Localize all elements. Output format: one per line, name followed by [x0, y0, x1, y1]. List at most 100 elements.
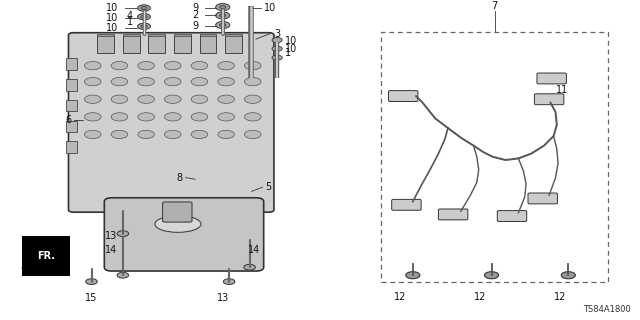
FancyBboxPatch shape: [497, 211, 527, 221]
Circle shape: [138, 5, 150, 11]
Circle shape: [220, 23, 226, 27]
FancyBboxPatch shape: [392, 199, 421, 210]
Bar: [148, 34, 165, 36]
Bar: [123, 34, 140, 36]
Text: 9: 9: [192, 21, 198, 31]
Text: FR.: FR.: [37, 251, 55, 261]
Circle shape: [561, 272, 575, 279]
Text: 10: 10: [106, 23, 118, 33]
Ellipse shape: [155, 216, 201, 232]
Circle shape: [218, 130, 234, 139]
Circle shape: [86, 279, 97, 284]
Bar: [381, 32, 608, 282]
Text: 12: 12: [554, 292, 566, 302]
Text: 11: 11: [556, 85, 568, 95]
Circle shape: [191, 61, 208, 70]
Text: 10: 10: [106, 3, 118, 13]
Text: 1: 1: [127, 18, 133, 28]
Text: 14: 14: [105, 245, 117, 255]
Text: 7: 7: [491, 2, 497, 12]
Circle shape: [216, 12, 230, 19]
Circle shape: [191, 77, 208, 86]
Text: 13: 13: [105, 231, 117, 241]
Circle shape: [111, 61, 128, 70]
Text: TS84A1800: TS84A1800: [582, 305, 630, 314]
Circle shape: [220, 14, 226, 17]
Text: 10: 10: [106, 13, 118, 23]
Circle shape: [244, 264, 255, 270]
Bar: [123, 35, 140, 53]
Bar: [200, 35, 216, 53]
Circle shape: [111, 95, 128, 103]
Circle shape: [117, 272, 129, 278]
Circle shape: [117, 231, 129, 236]
Circle shape: [138, 77, 154, 86]
Circle shape: [244, 77, 261, 86]
Text: 9: 9: [192, 3, 198, 13]
Text: 2: 2: [192, 11, 198, 20]
Bar: [66, 58, 77, 70]
Circle shape: [111, 113, 128, 121]
Circle shape: [216, 21, 230, 28]
Circle shape: [138, 61, 154, 70]
Text: 5: 5: [266, 182, 272, 192]
Circle shape: [164, 61, 181, 70]
FancyBboxPatch shape: [104, 198, 264, 271]
Circle shape: [141, 15, 147, 18]
Circle shape: [141, 6, 147, 10]
Circle shape: [164, 130, 181, 139]
Text: 4: 4: [127, 11, 133, 21]
Circle shape: [164, 77, 181, 86]
Text: 10: 10: [285, 36, 297, 46]
Bar: [66, 141, 77, 153]
FancyBboxPatch shape: [438, 209, 468, 220]
Text: 10: 10: [285, 44, 297, 54]
Circle shape: [244, 95, 261, 103]
Circle shape: [138, 95, 154, 103]
Circle shape: [84, 61, 101, 70]
Circle shape: [164, 95, 181, 103]
Circle shape: [216, 4, 230, 11]
FancyBboxPatch shape: [528, 193, 557, 204]
Bar: [66, 100, 77, 111]
Circle shape: [164, 113, 181, 121]
FancyBboxPatch shape: [388, 91, 418, 101]
Text: 14: 14: [248, 245, 260, 255]
Circle shape: [218, 95, 234, 103]
Circle shape: [138, 130, 154, 139]
Circle shape: [111, 77, 128, 86]
FancyBboxPatch shape: [534, 94, 564, 105]
Bar: [174, 34, 191, 36]
Circle shape: [84, 130, 101, 139]
Text: 3: 3: [274, 29, 280, 39]
Circle shape: [223, 279, 235, 284]
Circle shape: [191, 113, 208, 121]
Circle shape: [84, 77, 101, 86]
Circle shape: [218, 77, 234, 86]
Circle shape: [191, 130, 208, 139]
Bar: [174, 35, 191, 53]
Text: 13: 13: [217, 293, 229, 303]
Circle shape: [141, 25, 147, 28]
Circle shape: [244, 130, 261, 139]
Circle shape: [220, 5, 226, 9]
Circle shape: [84, 113, 101, 121]
Text: 10: 10: [264, 3, 276, 13]
Circle shape: [272, 55, 282, 60]
Circle shape: [272, 46, 282, 51]
Text: 12: 12: [394, 292, 406, 302]
Circle shape: [138, 23, 150, 29]
Circle shape: [138, 13, 150, 20]
FancyBboxPatch shape: [537, 73, 566, 84]
Text: 8: 8: [176, 172, 182, 183]
FancyBboxPatch shape: [163, 202, 192, 222]
Bar: [225, 35, 242, 53]
Circle shape: [218, 61, 234, 70]
Bar: [148, 35, 165, 53]
Bar: [66, 121, 77, 132]
Circle shape: [218, 113, 234, 121]
Bar: [97, 34, 114, 36]
Bar: [225, 34, 242, 36]
Text: 15: 15: [84, 293, 97, 303]
Bar: [200, 34, 216, 36]
